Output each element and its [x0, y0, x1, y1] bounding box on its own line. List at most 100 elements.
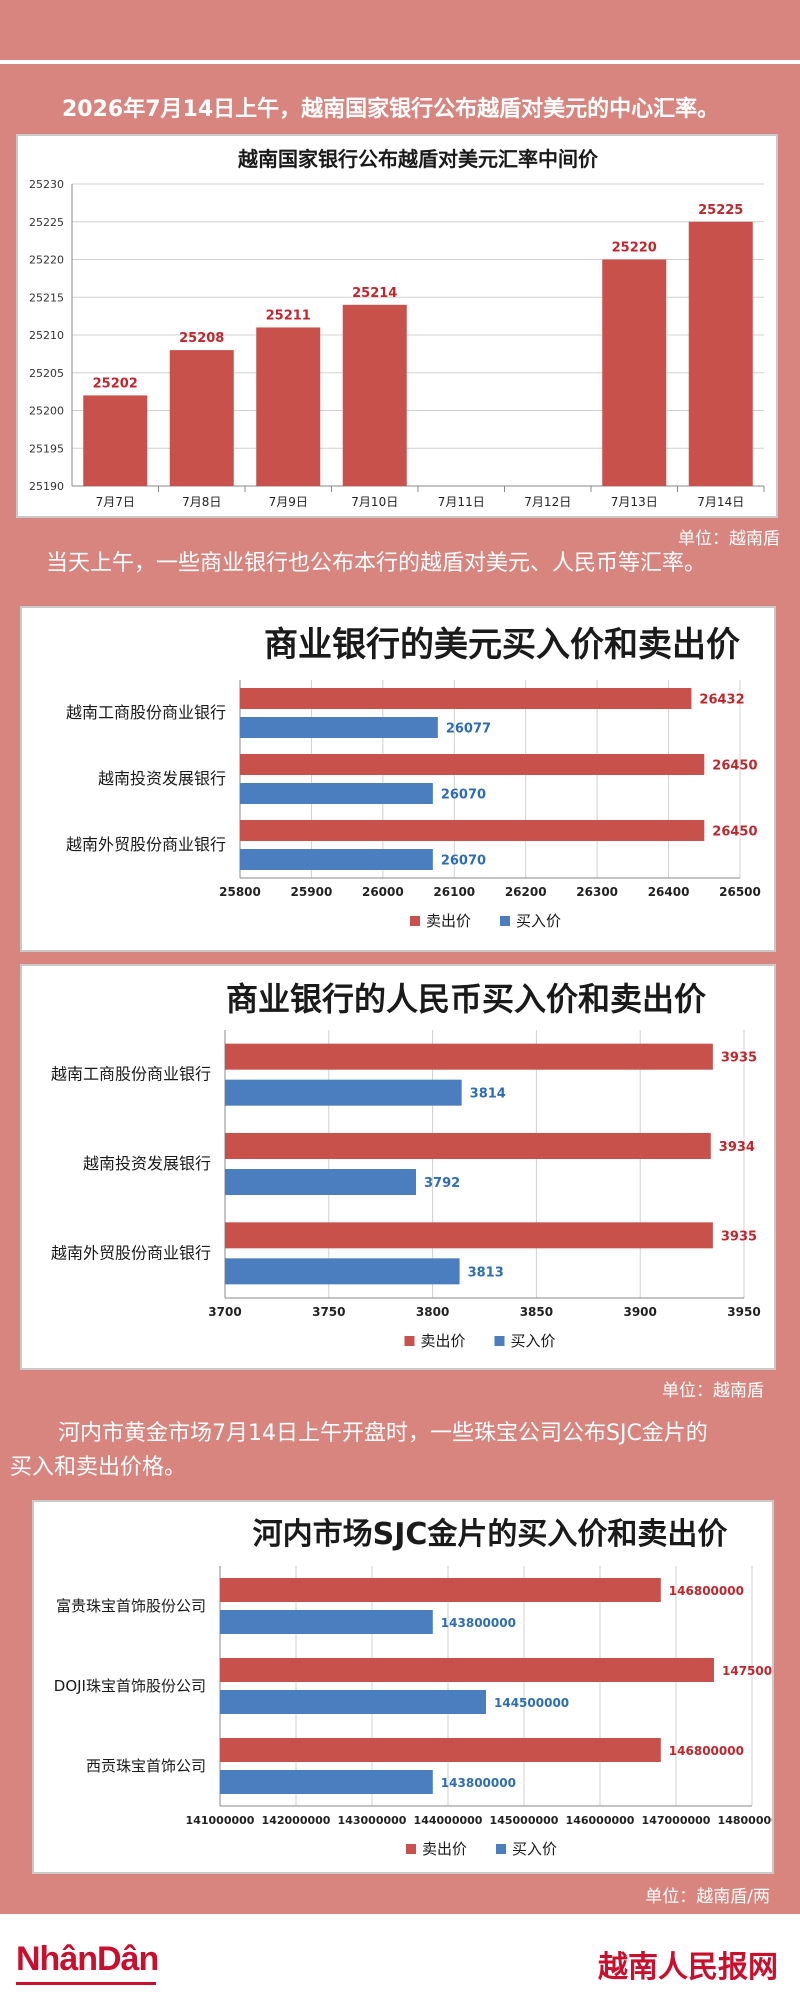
legend-label: 卖出价 — [421, 1332, 466, 1350]
buy-bar — [240, 783, 433, 804]
chart1-unit: 单位：越南盾 — [678, 529, 780, 549]
x-tick-label: 26200 — [505, 885, 547, 899]
x-tick-label: 3800 — [416, 1305, 449, 1319]
y-tick-label: 25200 — [29, 405, 64, 418]
data-label: 25202 — [93, 376, 138, 391]
data-label: 147500000 — [722, 1664, 772, 1678]
sell-bar — [220, 1578, 661, 1602]
chart-card-1: 越南国家银行公布越盾对美元汇率中间价 25190 25195 25200 25205 25… — [16, 134, 778, 518]
intro-text: 2026年7月14日上午，越南国家银行公布越盾对美元的中心汇率。 — [62, 97, 720, 122]
chart-title: 商业银行的人民币买入价和卖出价 — [226, 980, 706, 1018]
category-label: 越南投资发展银行 — [98, 769, 226, 788]
data-label: 26077 — [446, 722, 491, 737]
x-tick-label: 7月11日 — [438, 495, 485, 509]
category-label: 越南工商股份商业银行 — [66, 703, 226, 722]
x-tick-label: 145000000 — [490, 1814, 559, 1827]
data-label: 3935 — [721, 1229, 757, 1244]
y-tick-label: 25205 — [29, 367, 64, 380]
x-tick-label: 146000000 — [566, 1814, 635, 1827]
data-label: 3814 — [470, 1087, 506, 1102]
x-tick-label: 148000000 — [718, 1814, 772, 1827]
data-label: 26070 — [441, 788, 486, 803]
x-tick-label: 3750 — [312, 1305, 345, 1319]
chart4-unit: 单位：越南盾/两 — [645, 1887, 770, 1907]
nhandan-logo[interactable]: NhânDân — [16, 1940, 159, 1978]
legend-label: 买入价 — [511, 1332, 556, 1350]
chart-card-4: 河内市场SJC金片的买入价和卖出价 141000000 142000000 14300… — [32, 1500, 797, 1874]
x-tick-label: 26400 — [648, 885, 690, 899]
legend-swatch — [494, 1336, 505, 1346]
category-label: 越南外贸股份商业银行 — [66, 835, 226, 854]
x-tick-label: 141000000 — [186, 1814, 255, 1827]
buy-bar — [240, 717, 438, 738]
sell-bar — [240, 820, 705, 841]
chart-cny-banks: 商业银行的人民币买入价和卖出价 3700 3750 3800 3850 3900 3950 越… — [51, 980, 761, 1350]
legend-swatch — [500, 916, 510, 926]
data-label: 26070 — [441, 854, 486, 869]
data-label: 26450 — [712, 825, 757, 840]
sell-bar — [240, 688, 692, 709]
x-tick-label: 142000000 — [262, 1814, 331, 1827]
sell-bar — [220, 1738, 661, 1762]
paragraph-3-line1: 河内市黄金市场7月14日上午开盘时，一些珠宝公司公布SJC金片的 — [58, 1421, 708, 1446]
data-label: 25208 — [179, 331, 224, 346]
category-label: 富贵珠宝首饰股份公司 — [56, 1597, 206, 1615]
y-tick-label: 25230 — [29, 178, 64, 191]
x-tick-label: 3850 — [520, 1305, 553, 1319]
legend-label: 卖出价 — [426, 912, 471, 930]
data-label: 25220 — [612, 241, 657, 256]
category-label: DOJI珠宝首饰股份公司 — [54, 1677, 206, 1695]
x-tick-label: 26300 — [576, 885, 618, 899]
paragraph-3-line2: 买入和卖出价格。 — [10, 1455, 187, 1480]
bar — [602, 259, 667, 486]
legend-swatch — [406, 1844, 416, 1854]
site-name[interactable]: 越南人民报网 — [598, 1950, 778, 1985]
y-tick-label: 25220 — [29, 254, 64, 267]
data-label: 3934 — [719, 1140, 755, 1155]
x-tick-label: 144000000 — [414, 1814, 483, 1827]
y-tick-label: 25190 — [29, 480, 64, 493]
logo-underline — [16, 1982, 156, 1985]
legend-label: 买入价 — [512, 1840, 557, 1858]
y-tick-label: 25215 — [29, 291, 64, 304]
chart-title: 商业银行的美元买入价和卖出价 — [264, 625, 740, 665]
y-tick-label: 25195 — [29, 442, 64, 455]
legend-label: 买入价 — [516, 912, 561, 930]
data-label: 25225 — [698, 203, 743, 218]
x-tick-label: 3700 — [208, 1305, 241, 1319]
x-tick-label: 7月13日 — [611, 495, 658, 509]
chart-usd-banks: 商业银行的美元买入价和卖出价 25800 25900 26000 26100 26200 2… — [66, 625, 761, 930]
buy-bar — [220, 1610, 433, 1634]
x-tick-label: 7月10日 — [351, 495, 398, 509]
sell-bar — [225, 1222, 713, 1249]
chart-sjc-gold: 河内市场SJC金片的买入价和卖出价 141000000 142000000 14300… — [54, 1517, 797, 1858]
sell-bar — [225, 1133, 711, 1159]
data-label: 25211 — [266, 308, 311, 323]
x-tick-label: 7月14日 — [697, 495, 744, 509]
x-tick-label: 7月8日 — [182, 495, 221, 509]
chart3-unit: 单位：越南盾 — [662, 1381, 764, 1401]
category-label: 西贡珠宝首饰公司 — [86, 1757, 206, 1775]
x-tick-label: 25900 — [291, 885, 333, 899]
data-label: 26450 — [712, 759, 757, 774]
chart-card-2: 商业银行的美元买入价和卖出价 25800 25900 26000 26100 26200 2… — [20, 606, 776, 952]
buy-bar — [220, 1770, 433, 1794]
sell-bar — [225, 1043, 713, 1070]
data-label: 3935 — [721, 1051, 757, 1066]
x-tick-label: 143000000 — [338, 1814, 407, 1827]
bar — [342, 304, 407, 486]
buy-bar — [225, 1169, 416, 1195]
data-label: 143800000 — [441, 1616, 516, 1630]
legend-swatch — [404, 1336, 415, 1346]
data-label: 146800000 — [669, 1584, 744, 1598]
buy-bar — [220, 1690, 486, 1714]
x-tick-label: 7月12日 — [524, 495, 571, 509]
x-tick-label: 26500 — [719, 885, 761, 899]
y-tick-label: 25225 — [29, 216, 64, 229]
chart-central-rate: 越南国家银行公布越盾对美元汇率中间价 25190 25195 25200 25205 25… — [29, 147, 765, 509]
top-band — [0, 0, 800, 60]
data-label: 3813 — [468, 1265, 504, 1280]
x-tick-label: 3950 — [727, 1305, 760, 1319]
data-label: 144500000 — [494, 1696, 569, 1710]
bar — [83, 395, 148, 486]
